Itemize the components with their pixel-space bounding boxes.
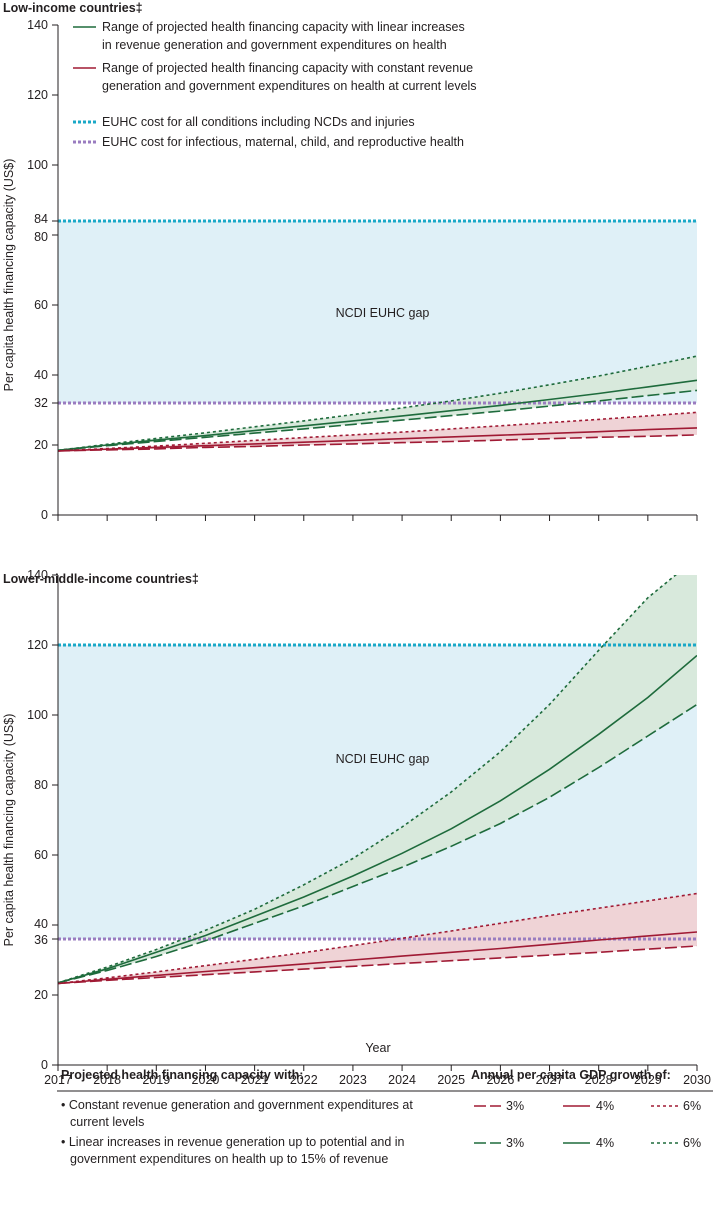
y-tick-label: 20 [34,438,48,452]
x-tick-label: 2028 [585,1073,613,1087]
panel-title-lower-middle-income: Lower-middle-income countries‡ [3,572,199,586]
footer-row-linear-line-2: government expenditures on health up to … [70,1152,388,1166]
y-tick-label: 120 [27,638,48,652]
x-tick-label: 2018 [93,1073,121,1087]
legend-text-linear: Range of projected health financing capa… [102,20,465,34]
footer-growth-label: 4% [596,1136,614,1150]
legend-text-euhc_imcr: EUHC cost for infectious, maternal, chil… [102,135,464,149]
y-tick-label: 120 [27,88,48,102]
footer-row-constant-line-1: • Constant revenue generation and govern… [61,1098,413,1112]
y-axis-label-lower-middle-income: Per capita health financing capacity (US… [2,714,16,947]
ncdi-euhc-gap-area [58,221,697,403]
legend-text-constant: generation and government expenditures o… [102,79,477,93]
y-tick-label: 0 [41,1058,48,1072]
y-tick-label: 40 [34,368,48,382]
legend-text-constant: Range of projected health financing capa… [102,61,473,75]
x-tick-label: 2026 [486,1073,514,1087]
footer-growth-label: 4% [596,1099,614,1113]
series-line-constant-4pct [58,427,697,452]
x-axis-label: Year [365,1041,390,1055]
y-tick-label: 100 [27,158,48,172]
panel-low-income: Low-income countries‡ Per capita health … [2,1,698,522]
gap-annotation: NCDI EUHC gap [336,306,430,320]
legend-text-linear: in revenue generation and government exp… [102,38,447,52]
footer-growth-label: 6% [683,1099,701,1113]
series-line-linear-3pct [58,703,697,984]
y-tick-label: 20 [34,988,48,1002]
y-tick-label: 80 [34,230,48,244]
y-tick-label: 32 [34,396,48,410]
x-tick-label: 2029 [634,1073,662,1087]
y-tick-label: 60 [34,848,48,862]
x-tick-label: 2023 [339,1073,367,1087]
x-tick-label: 2021 [241,1073,269,1087]
footer-growth-label: 6% [683,1136,701,1150]
x-tick-label: 2027 [536,1073,564,1087]
y-tick-label: 140 [27,568,48,582]
x-tick-label: 2030 [683,1073,711,1087]
series-line-linear-4pct [58,379,697,452]
y-tick-label: 80 [34,778,48,792]
series-line-constant-3pct [58,945,697,985]
y-tick-label: 140 [27,18,48,32]
y-tick-label: 84 [34,212,48,226]
series-line-linear-6pct [58,575,677,984]
footer-row-constant-line-2: current levels [70,1115,144,1129]
footer-legend: Projected health financing capacity with… [57,1068,713,1166]
x-tick-label: 2019 [142,1073,170,1087]
x-tick-label: 2025 [437,1073,465,1087]
constant-range-band [58,412,697,451]
linear-range-band [58,575,697,983]
series-line-constant-6pct [58,411,697,452]
gap-annotation: NCDI EUHC gap [336,752,430,766]
legend-text-euhc_all: EUHC cost for all conditions including N… [102,115,415,129]
y-tick-label: 100 [27,708,48,722]
footer-left-header: Projected health financing capacity with… [61,1068,303,1082]
y-tick-label: 0 [41,508,48,522]
footer-growth-label: 3% [506,1099,524,1113]
panel-title-low-income: Low-income countries‡ [3,1,143,15]
x-tick-label: 2024 [388,1073,416,1087]
x-tick-label: 2017 [44,1073,72,1087]
y-tick-label: 60 [34,298,48,312]
x-tick-label: 2022 [290,1073,318,1087]
footer-growth-label: 3% [506,1136,524,1150]
series-line-linear-3pct [58,389,697,452]
series-line-constant-4pct [58,931,697,985]
series-line-linear-4pct [58,654,697,984]
y-tick-label: 36 [34,933,48,947]
panel-lower-middle-income: Lower-middle-income countries‡ Per capit… [2,568,711,1087]
footer-row-linear-line-1: • Linear increases in revenue generation… [61,1135,405,1149]
footer-right-header: Annual per capita GDP growth of: [471,1068,671,1082]
x-tick-label: 2020 [192,1073,220,1087]
series-line-constant-3pct [58,434,697,452]
y-axis-label-low-income: Per capita health financing capacity (US… [2,159,16,392]
y-tick-label: 40 [34,917,48,931]
